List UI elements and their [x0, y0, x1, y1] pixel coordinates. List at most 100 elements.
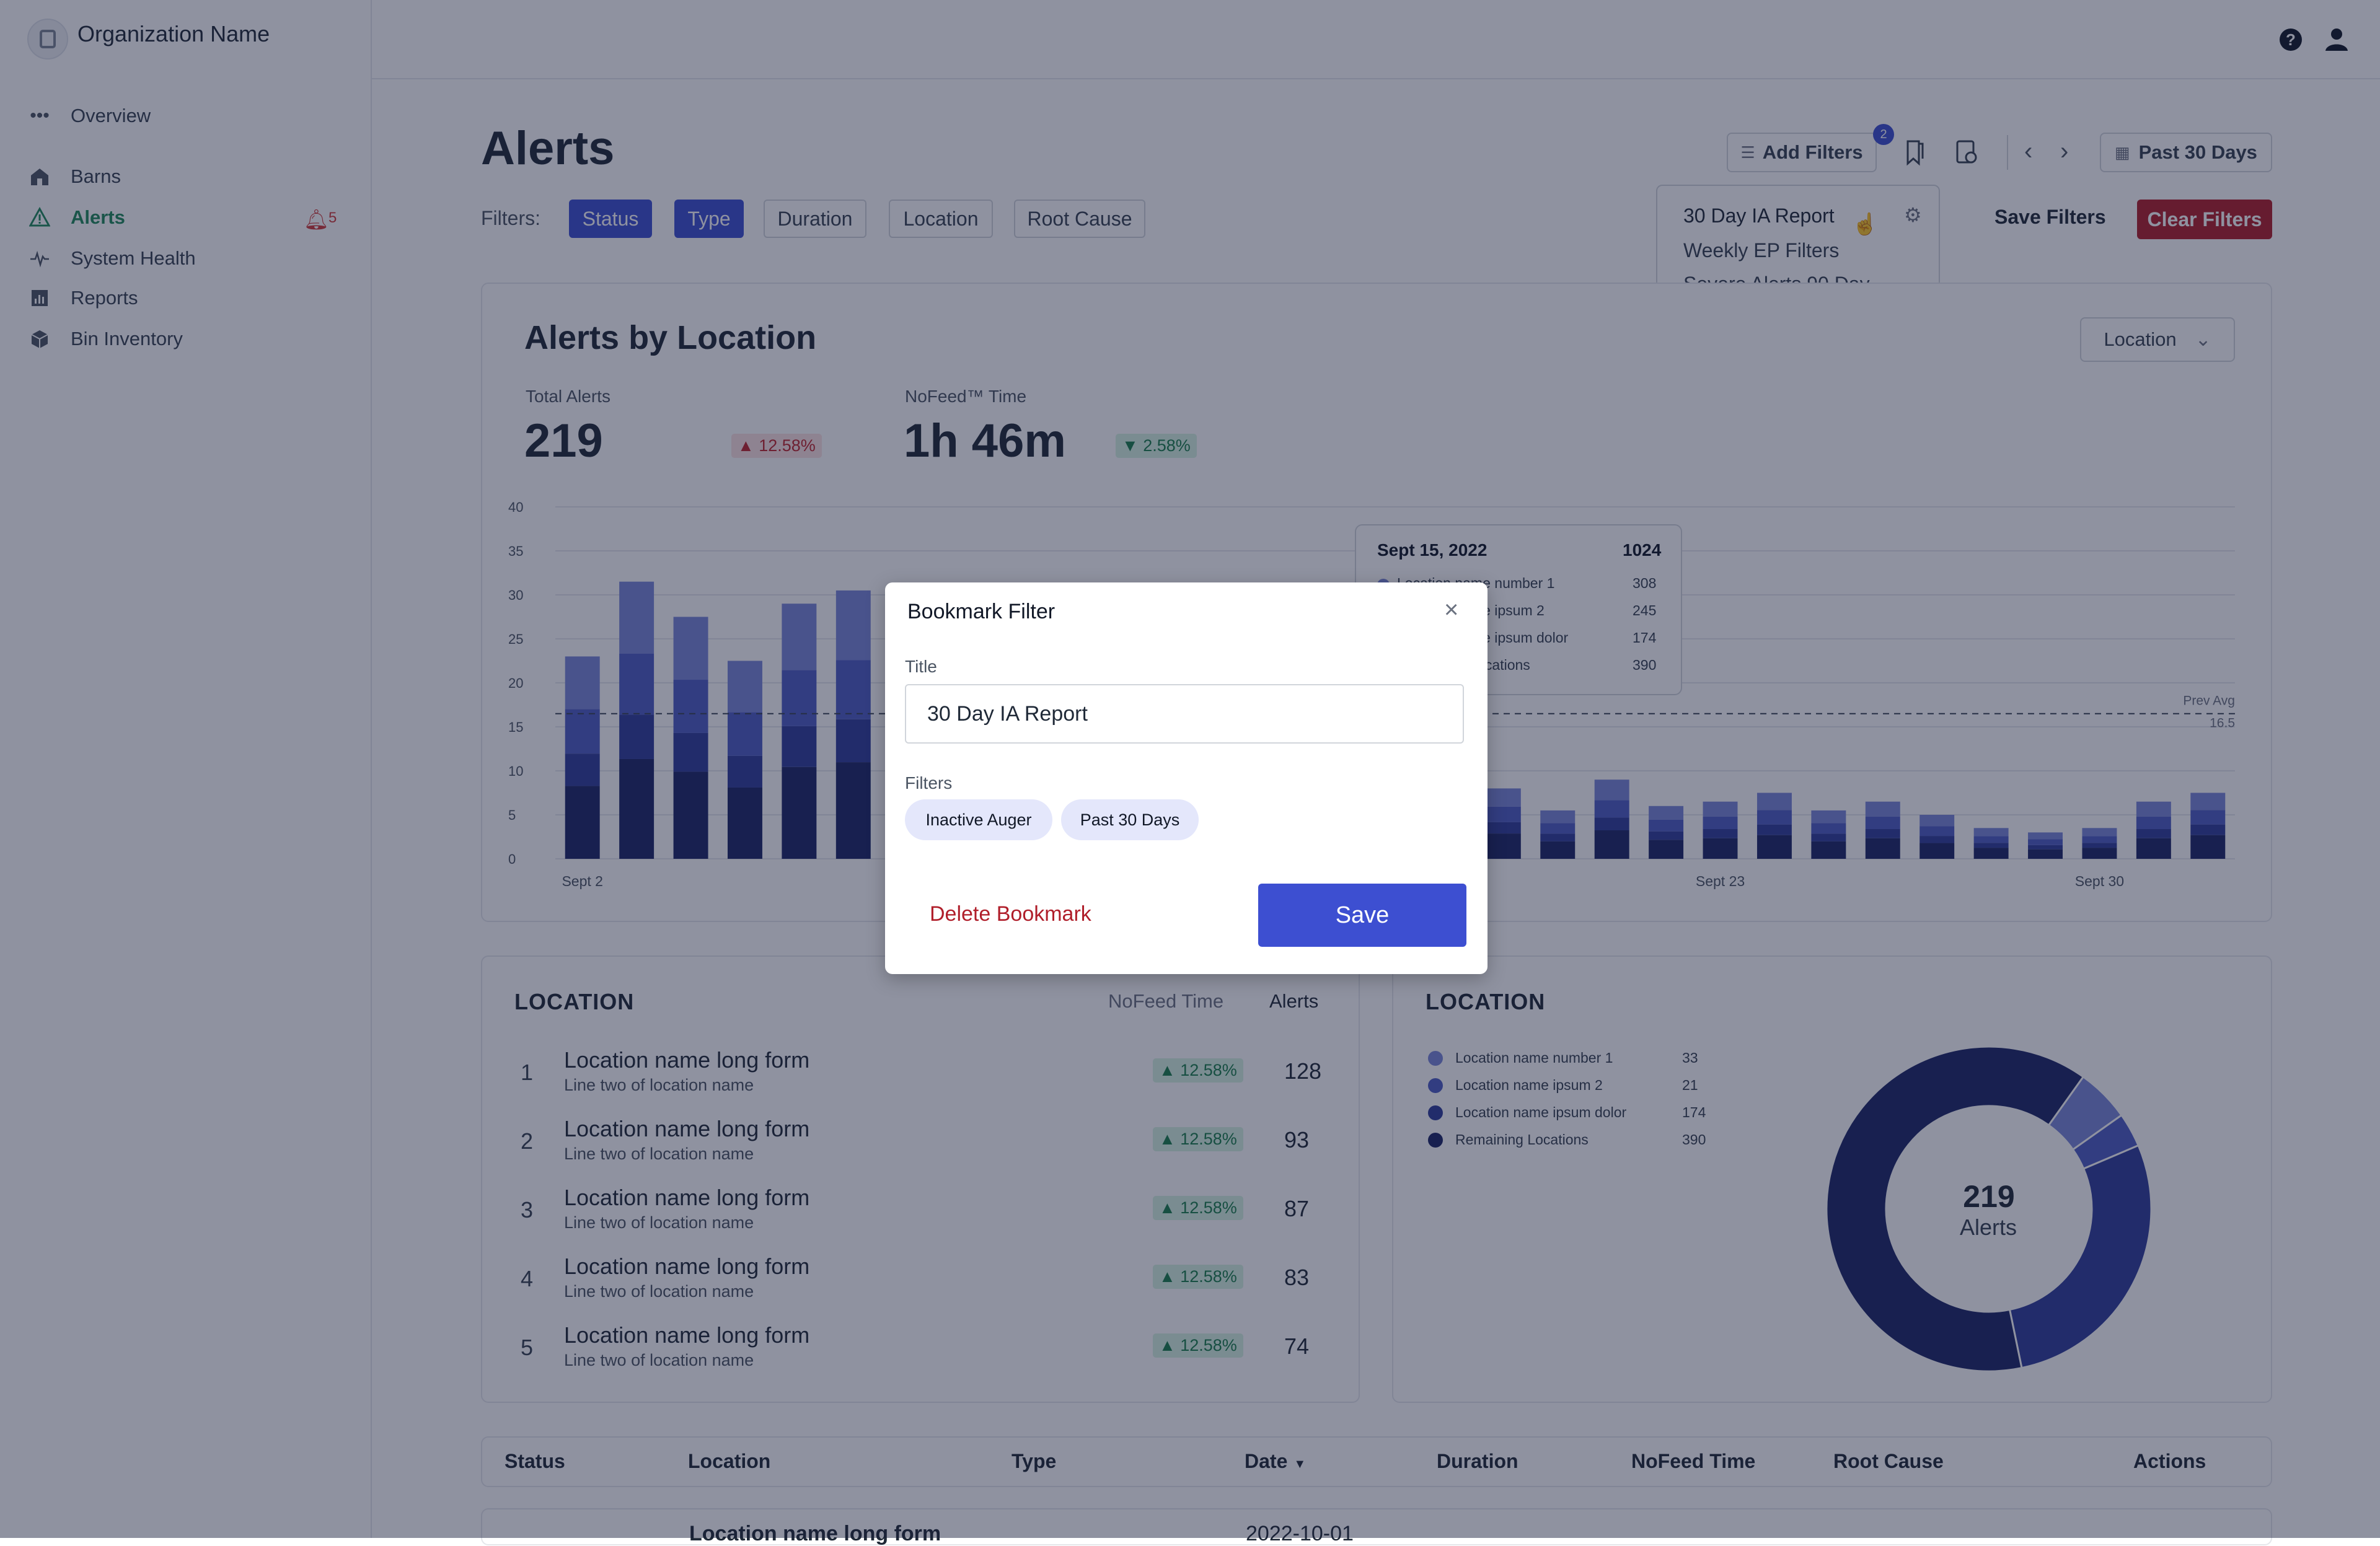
bar-segment [1811, 833, 1846, 841]
row-sub: Line two of location name [564, 1213, 754, 1232]
sidebar-item-barns[interactable]: Barns [27, 161, 121, 192]
gear-icon[interactable]: ⚙ [1904, 204, 1922, 226]
row-rank: 2 [521, 1128, 534, 1154]
filter-chip-root-cause[interactable]: Root Cause [1014, 200, 1145, 238]
y-tick-label: 40 [508, 499, 523, 515]
row-sub: Line two of location name [564, 1144, 754, 1163]
org-name[interactable]: Organization Name [77, 21, 270, 46]
row-change-value: 12.58% [1180, 1336, 1237, 1355]
prev-avg-value: 16.5 [2210, 716, 2235, 731]
legend-label: Location name ipsum dolor [1455, 1104, 1627, 1120]
bookmark-icon[interactable] [1903, 139, 1928, 169]
th-location[interactable]: Location [688, 1450, 771, 1472]
report-icon [27, 286, 52, 310]
filter-chip-status[interactable]: Status [569, 200, 652, 238]
filter-chip-location[interactable]: Location [889, 200, 993, 238]
bar-segment [1811, 841, 1846, 859]
clear-filters-button[interactable]: Clear Filters [2137, 200, 2272, 239]
sidebar-item-system-health[interactable]: System Health [27, 243, 196, 274]
chevron-left-icon[interactable]: ‹ [2024, 138, 2033, 165]
sidebar-item-bin-inventory[interactable]: Bin Inventory [27, 323, 183, 354]
bar-segment [1703, 801, 1738, 817]
bookmark-item[interactable]: Weekly EP Filters [1683, 239, 1840, 261]
row-sub: Line two of location name [564, 1351, 754, 1369]
filters-label: Filters: [481, 207, 540, 229]
legend-item: Location name ipsum 2 21 [1426, 1076, 1711, 1098]
bar-segment [835, 590, 871, 661]
filter-pill[interactable]: Past 30 Days [1061, 799, 1199, 840]
nofeed-change-value: 2.58% [1143, 436, 1191, 455]
arrow-up-icon: ▲ [1159, 1061, 1181, 1079]
tooltip-total: 1024 [1623, 540, 1662, 560]
arrow-up-icon: ▲ [738, 436, 759, 455]
legend-item: Location name ipsum dolor 174 [1426, 1103, 1711, 1125]
bar-segment [1486, 806, 1521, 822]
bar-segment [1811, 810, 1846, 824]
add-filters-button[interactable]: ☰ Add Filters [1727, 133, 1877, 172]
bookmark-item[interactable]: 30 Day IA Report [1683, 204, 1835, 227]
bar-segment [2136, 816, 2171, 830]
date-range-label: Past 30 Days [2138, 141, 2257, 163]
location-dropdown[interactable]: Location ⌄ [2080, 317, 2235, 362]
bar-segment [835, 719, 871, 763]
list-item[interactable]: 4 Location name long form Line two of loca… [508, 1254, 1339, 1309]
list-item[interactable]: 3 Location name long form Line two of loca… [508, 1185, 1339, 1241]
save-button[interactable]: Save [1258, 884, 1466, 947]
filter-chip-duration[interactable]: Duration [764, 200, 866, 238]
th-duration[interactable]: Duration [1437, 1450, 1518, 1472]
nofeed-label: NoFeed™ Time [905, 387, 1027, 406]
bar-segment [619, 653, 654, 715]
arrow-up-icon: ▲ [1159, 1130, 1181, 1148]
list-item[interactable]: 2 Location name long form Line two of loca… [508, 1116, 1339, 1172]
row-rank: 4 [521, 1266, 534, 1291]
row-sub: Line two of location name [564, 1076, 754, 1094]
help-icon[interactable]: ? [2280, 29, 2302, 51]
legend-swatch [1428, 1051, 1443, 1066]
th-type[interactable]: Type [1011, 1450, 1057, 1472]
x-tick-label: Sept 30 [2075, 873, 2124, 889]
legend-swatch [1428, 1078, 1443, 1093]
total-alerts-change-value: 12.58% [759, 436, 816, 455]
row-change: ▲ 12.58% [1153, 1333, 1243, 1358]
bar-segment [1973, 848, 2009, 859]
org-logo[interactable] [27, 19, 68, 59]
th-status[interactable]: Status [505, 1450, 565, 1472]
close-icon[interactable]: × [1444, 596, 1459, 623]
filters-field-label: Filters [905, 773, 953, 793]
row-change-value: 12.58% [1180, 1198, 1237, 1217]
th-root-cause[interactable]: Root Cause [1833, 1450, 1944, 1472]
sidebar-item-reports[interactable]: Reports [27, 283, 138, 314]
bar-segment [782, 670, 817, 726]
arrow-down-icon: ▼ [1122, 436, 1144, 455]
sidebar: Organization Name ••• Overview Barns Ale… [0, 0, 372, 1538]
th-date[interactable]: Date ▼ [1245, 1450, 1306, 1473]
bar-segment [835, 762, 871, 859]
th-nofeed[interactable]: NoFeed Time [1631, 1450, 1756, 1472]
bar-segment [2082, 836, 2117, 843]
user-icon[interactable] [2323, 26, 2350, 53]
barn-icon [27, 164, 52, 189]
filter-pill[interactable]: Inactive Auger [905, 799, 1052, 840]
delete-bookmark-button[interactable]: Delete Bookmark [930, 902, 1091, 926]
bar-segment [1919, 843, 1955, 859]
sidebar-item-overview[interactable]: ••• Overview [27, 100, 151, 131]
th-actions[interactable]: Actions [2133, 1450, 2206, 1472]
save-filters-button[interactable]: Save Filters [1994, 206, 2106, 228]
list-item[interactable]: 5 Location name long form Line two of loca… [508, 1322, 1339, 1378]
bar-segment [673, 680, 708, 733]
bar-segment [1594, 830, 1629, 859]
sidebar-item-alerts[interactable]: Alerts [27, 202, 125, 233]
bar-segment [1865, 829, 1900, 838]
bookmark-title-input[interactable] [905, 684, 1464, 744]
list-item[interactable]: 1 Location name long form Line two of loca… [508, 1047, 1339, 1103]
donut-slice [1825, 1045, 2085, 1373]
date-range-button[interactable]: ▦ Past 30 Days [2100, 133, 2272, 172]
saved-filters-icon[interactable] [1954, 139, 1981, 169]
filter-chip-type[interactable]: Type [674, 200, 744, 238]
legend-swatch [1428, 1133, 1443, 1148]
chevron-right-icon[interactable]: › [2060, 138, 2069, 165]
bar-segment [1973, 843, 2009, 848]
bar-segment [1649, 840, 1684, 859]
bar-segment [1486, 788, 1521, 807]
th-date-label: Date [1245, 1450, 1288, 1472]
